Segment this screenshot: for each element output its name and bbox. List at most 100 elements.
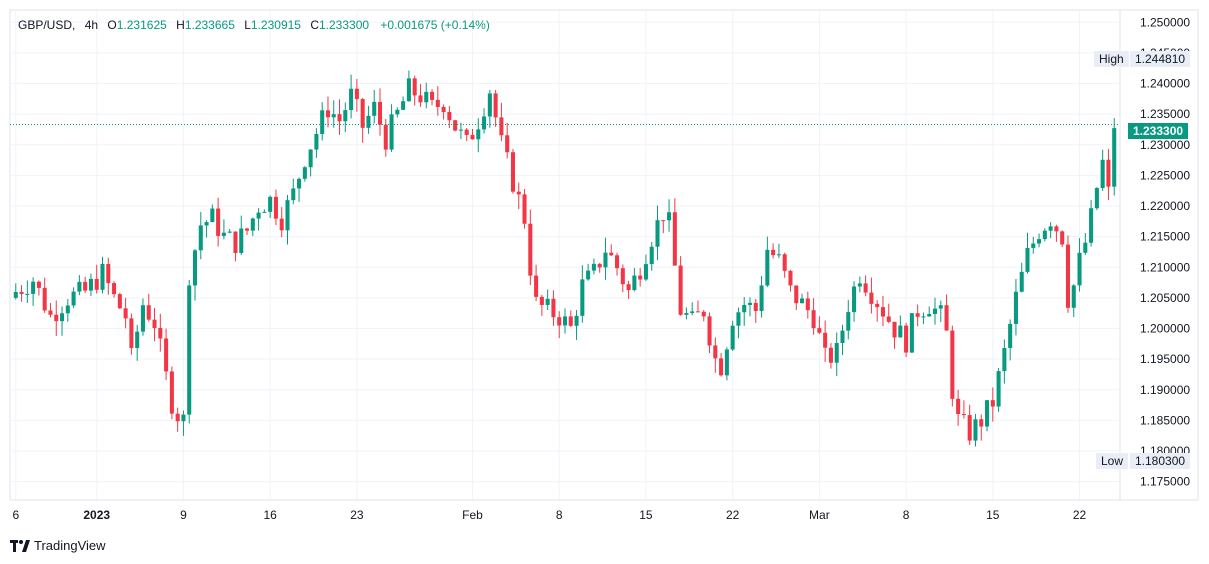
candle-body — [545, 298, 550, 305]
candle-body — [175, 413, 180, 422]
candle-body — [135, 331, 140, 348]
candle-body — [759, 285, 764, 311]
tradingview-brand[interactable]: TradingView — [10, 538, 106, 553]
candle-body — [1100, 159, 1105, 189]
x-tick-label: 22 — [726, 508, 740, 522]
candle-body — [1071, 285, 1076, 308]
candle-body — [71, 291, 76, 306]
candle-body — [412, 78, 417, 96]
candle-body — [938, 305, 943, 309]
candle-body — [695, 311, 700, 313]
candle-body — [990, 400, 995, 407]
candle-body — [1002, 348, 1007, 372]
candle-body — [707, 316, 712, 346]
candle-body — [615, 255, 620, 269]
candle-body — [13, 291, 18, 298]
candle-body — [198, 225, 203, 251]
candle-body — [672, 212, 677, 266]
legend-open-value: 1.231625 — [116, 18, 167, 32]
candle-body — [1106, 159, 1111, 187]
candle-body — [1060, 231, 1065, 245]
legend-symbol[interactable]: GBP/USD — [18, 18, 73, 32]
candle-body — [557, 317, 562, 326]
candle-body — [268, 196, 273, 212]
legend-high-label: H — [176, 18, 185, 32]
candle-body — [366, 115, 371, 128]
candle-body — [36, 281, 41, 288]
candle-body — [505, 135, 510, 153]
y-tick-label: 1.230000 — [1140, 138, 1190, 152]
low-marker-value: 1.180300 — [1130, 453, 1191, 469]
candle-body — [516, 191, 521, 195]
candle-body — [724, 349, 729, 376]
candle-body — [580, 279, 585, 316]
candle-body — [158, 328, 163, 339]
candle-body — [568, 316, 573, 326]
x-tick-label: 9 — [180, 508, 187, 522]
candle-body — [94, 278, 99, 290]
candle-body — [730, 325, 735, 350]
candle-body — [950, 330, 955, 399]
candle-body — [927, 313, 932, 317]
candle-body — [42, 287, 47, 311]
candle-body — [279, 218, 284, 231]
candle-body — [221, 232, 226, 236]
candle-body — [430, 91, 435, 100]
candle-body — [932, 308, 938, 314]
candle-body — [996, 371, 1001, 407]
candle-body — [539, 296, 544, 305]
x-tick-label: 16 — [263, 508, 277, 522]
candle-body — [65, 305, 70, 314]
candle-body — [753, 302, 758, 311]
candle-body — [551, 298, 556, 318]
candle-body — [846, 312, 851, 331]
candle-body — [83, 281, 88, 291]
legend-change-value: +0.001675 (+0.14%) — [380, 18, 490, 32]
x-tick-label: 8 — [903, 508, 910, 522]
x-tick-label: 23 — [350, 508, 364, 522]
candle-body — [609, 252, 614, 256]
candle-body — [360, 99, 365, 128]
candle-body — [869, 292, 874, 304]
candle-body — [794, 285, 799, 304]
candle-body — [904, 325, 909, 353]
candle-body — [146, 305, 151, 320]
candle-body — [1089, 208, 1094, 243]
candle-body — [337, 114, 342, 122]
y-tick-label: 1.175000 — [1140, 475, 1190, 489]
candle-body — [487, 93, 492, 117]
candle-body — [1112, 128, 1117, 187]
candle-body — [534, 275, 539, 297]
candle-body — [742, 304, 747, 313]
x-tick-label: 22 — [1073, 508, 1087, 522]
candle-body — [424, 91, 429, 103]
candle-body — [250, 218, 255, 231]
candle-body — [1013, 291, 1018, 324]
candle-body — [464, 129, 469, 135]
legend-interval[interactable]: 4h — [84, 18, 99, 32]
candle-body — [684, 313, 689, 315]
x-tick-label: 8 — [556, 508, 563, 522]
candle-body — [817, 328, 822, 333]
y-tick-label: 1.200000 — [1140, 322, 1190, 336]
candle-body — [875, 303, 880, 308]
candle-body — [979, 419, 984, 427]
candle-body — [690, 311, 695, 314]
y-tick-label: 1.250000 — [1140, 15, 1190, 29]
candle-body — [320, 110, 325, 134]
candle-body — [308, 149, 313, 168]
candle-body — [909, 313, 914, 353]
y-tick-label: 1.220000 — [1140, 199, 1190, 213]
candle-body — [273, 196, 278, 219]
candle-body — [1019, 271, 1024, 292]
candle-body — [349, 88, 354, 111]
y-tick-label: 1.215000 — [1140, 230, 1190, 244]
high-marker-value: 1.244810 — [1130, 51, 1191, 67]
candle-body — [164, 338, 169, 372]
y-tick-label: 1.235000 — [1140, 107, 1190, 121]
candle-body — [476, 129, 481, 140]
legend-open-label: O — [107, 18, 117, 32]
candle-body — [667, 212, 672, 221]
candle-body — [239, 228, 244, 253]
